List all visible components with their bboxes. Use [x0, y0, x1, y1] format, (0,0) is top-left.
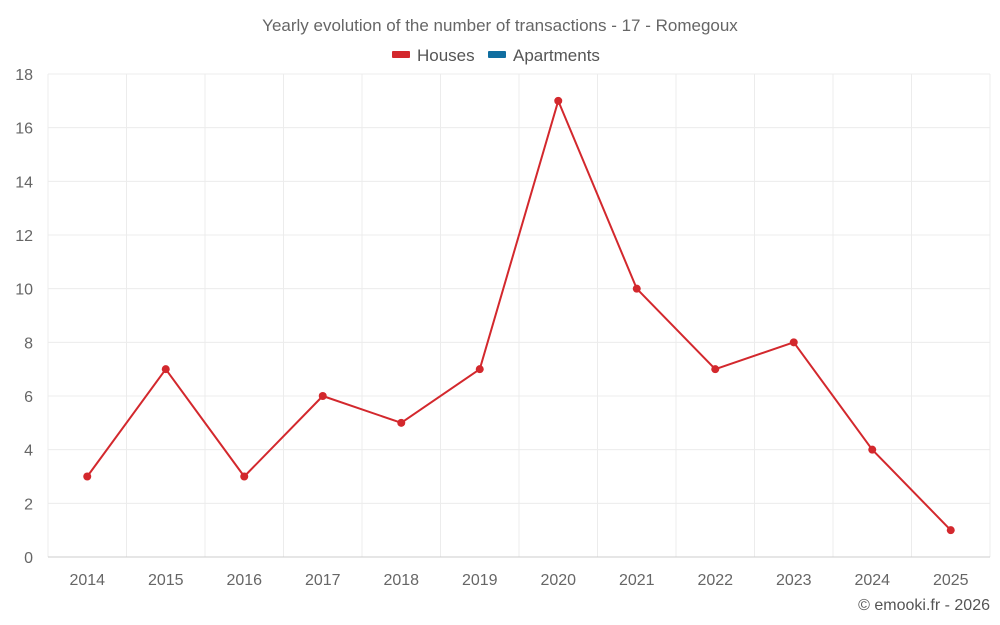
series-line-houses	[86, 99, 952, 531]
x-tick-label: 2024	[854, 572, 890, 589]
data-point[interactable]	[946, 526, 955, 535]
data-point[interactable]	[789, 338, 798, 347]
data-point[interactable]	[318, 392, 327, 400]
data-point[interactable]	[868, 445, 877, 454]
data-point[interactable]	[397, 418, 406, 427]
y-tick-label: 6	[24, 389, 33, 406]
y-tick-label: 10	[15, 282, 33, 299]
data-point[interactable]	[632, 284, 641, 293]
legend-label-houses[interactable]: Houses	[417, 46, 475, 65]
legend-label-apartments[interactable]: Apartments	[513, 46, 600, 65]
y-tick-label: 14	[15, 174, 33, 191]
y-tick-label: 12	[15, 228, 33, 245]
x-tick-label: 2020	[540, 572, 576, 589]
x-tick-label: 2022	[697, 572, 733, 589]
data-point[interactable]	[711, 365, 720, 374]
x-tick-label: 2017	[305, 572, 341, 589]
data-point[interactable]	[161, 365, 170, 374]
x-tick-label: 2019	[462, 572, 498, 589]
x-tick-label: 2021	[619, 572, 655, 589]
y-tick-label: 8	[24, 335, 33, 352]
grid	[47, 73, 991, 557]
y-tick-label: 18	[15, 67, 33, 84]
data-point[interactable]	[240, 472, 249, 481]
x-tick-label: 2018	[383, 572, 419, 589]
x-tick-label: 2015	[148, 572, 184, 589]
x-tick-label: 2014	[69, 572, 105, 589]
series-houses	[83, 96, 955, 535]
credit: © emooki.fr - 2026	[858, 597, 990, 614]
y-tick-label: 4	[24, 443, 33, 460]
data-point[interactable]	[83, 472, 92, 481]
legend-swatch-houses	[392, 51, 410, 58]
chart-title: Yearly evolution of the number of transa…	[262, 16, 738, 35]
data-point[interactable]	[475, 365, 484, 374]
data-point[interactable]	[554, 96, 563, 105]
y-axis: 0 2 4 6 8 10 12 14 16 18	[15, 67, 33, 567]
x-tick-label: 2025	[933, 572, 969, 589]
legend-swatch-apartments	[488, 51, 506, 58]
y-tick-label: 0	[24, 550, 33, 567]
y-tick-label: 16	[15, 121, 33, 138]
x-tick-label: 2023	[776, 572, 812, 589]
legend: Houses Apartments	[392, 46, 600, 65]
x-tick-label: 2016	[226, 572, 262, 589]
x-axis: 2014 2015 2016 2017 2018 2019 2020 2021 2022 2023…	[48, 556, 990, 589]
y-tick-label: 2	[24, 496, 33, 513]
